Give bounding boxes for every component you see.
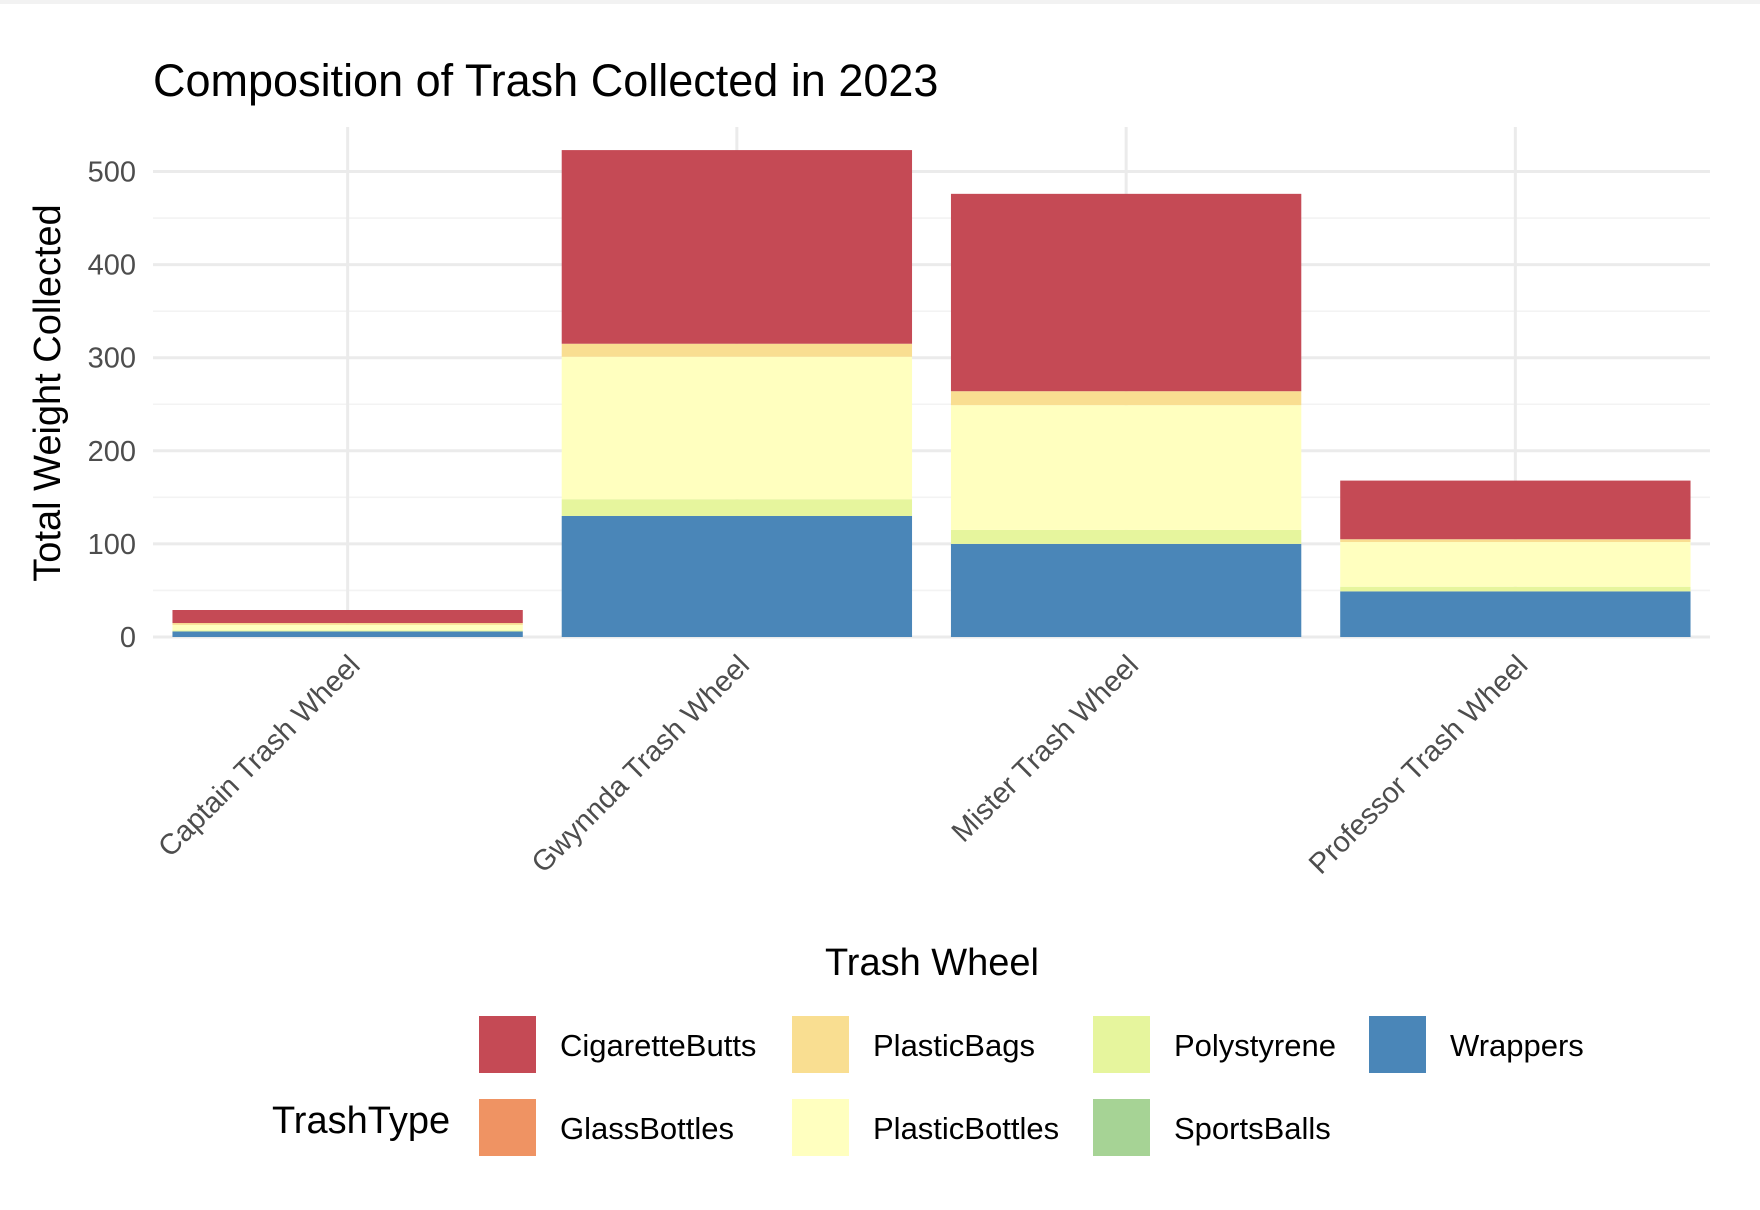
y-tick-label: 500 — [88, 157, 136, 189]
bar-segment-wrappers-captain-trash-wheel — [172, 631, 523, 637]
bar-segment-wrappers-mister-trash-wheel — [950, 543, 1302, 637]
bar-segment-cigarettebutts-captain-trash-wheel — [172, 610, 523, 624]
x-tick-label: Mister Trash Wheel — [946, 649, 1145, 848]
bar-segment-plasticbags-mister-trash-wheel — [950, 391, 1302, 406]
legend-label-glassbottles: GlassBottles — [560, 1111, 734, 1146]
bar-segment-polystyrene-captain-trash-wheel — [172, 630, 523, 632]
legend-label-polystyrene: Polystyrene — [1174, 1028, 1336, 1063]
bar-segment-plasticbags-captain-trash-wheel — [172, 623, 523, 625]
y-tick-label: 300 — [88, 343, 136, 375]
x-tick-label: Gwynnda Trash Wheel — [526, 649, 756, 879]
bar-segment-polystyrene-mister-trash-wheel — [950, 529, 1302, 544]
bar-segment-plasticbottles-mister-trash-wheel — [950, 405, 1302, 530]
bars — [172, 150, 1691, 637]
bar-segment-wrappers-gwynnda-trash-wheel — [561, 515, 913, 637]
legend-label-plasticbottles: PlasticBottles — [873, 1111, 1059, 1146]
y-axis-title: Total Weight Collected — [27, 204, 69, 581]
bar-segment-plasticbags-professor-trash-wheel — [1340, 539, 1691, 543]
bar-segment-cigarettebutts-professor-trash-wheel — [1340, 480, 1691, 540]
bar-segment-plasticbottles-professor-trash-wheel — [1340, 542, 1691, 587]
y-tick-label: 200 — [88, 436, 136, 468]
bar-segment-plasticbags-gwynnda-trash-wheel — [561, 343, 913, 357]
legend-label-sportsballs: SportsBalls — [1174, 1111, 1331, 1146]
legend-key-sportsballs — [1093, 1099, 1150, 1156]
top-strip — [0, 0, 1760, 4]
bar-segment-wrappers-professor-trash-wheel — [1340, 591, 1691, 637]
x-tick-label: Captain Trash Wheel — [152, 649, 366, 863]
chart-title: Composition of Trash Collected in 2023 — [153, 55, 938, 106]
bar-segment-plasticbottles-captain-trash-wheel — [172, 624, 523, 631]
legend-label-wrappers: Wrappers — [1450, 1028, 1584, 1063]
legend-label-plasticbags: PlasticBags — [873, 1028, 1035, 1063]
legend-title: TrashType — [272, 1100, 450, 1142]
legend-key-wrappers — [1369, 1016, 1426, 1073]
legend-key-plasticbags — [792, 1016, 849, 1073]
y-tick-label: 400 — [88, 250, 136, 282]
y-tick-label: 0 — [120, 622, 136, 654]
legend-key-polystyrene — [1093, 1016, 1150, 1073]
bar-segment-plasticbottles-gwynnda-trash-wheel — [561, 356, 913, 500]
bar-segment-cigarettebutts-mister-trash-wheel — [950, 193, 1302, 392]
legend-label-cigarettebutts: CigaretteButts — [560, 1028, 756, 1063]
y-axis-ticks: 0 100 200 300 400 500 — [88, 157, 136, 655]
legend: TrashType CigaretteButts GlassBottles Plas… — [272, 1016, 1584, 1156]
x-axis-title: Trash Wheel — [825, 942, 1039, 984]
legend-key-glassbottles — [479, 1099, 536, 1156]
y-tick-label: 100 — [88, 529, 136, 561]
bar-segment-polystyrene-gwynnda-trash-wheel — [561, 499, 913, 516]
x-tick-label: Professor Trash Wheel — [1303, 649, 1534, 880]
x-axis-ticks: Captain Trash Wheel Gwynnda Trash Wheel Mi… — [152, 649, 1534, 880]
legend-key-plasticbottles — [792, 1099, 849, 1156]
bar-segment-cigarettebutts-gwynnda-trash-wheel — [561, 150, 913, 344]
bar-segment-polystyrene-professor-trash-wheel — [1340, 586, 1691, 592]
legend-key-cigarettebutts — [479, 1016, 536, 1073]
